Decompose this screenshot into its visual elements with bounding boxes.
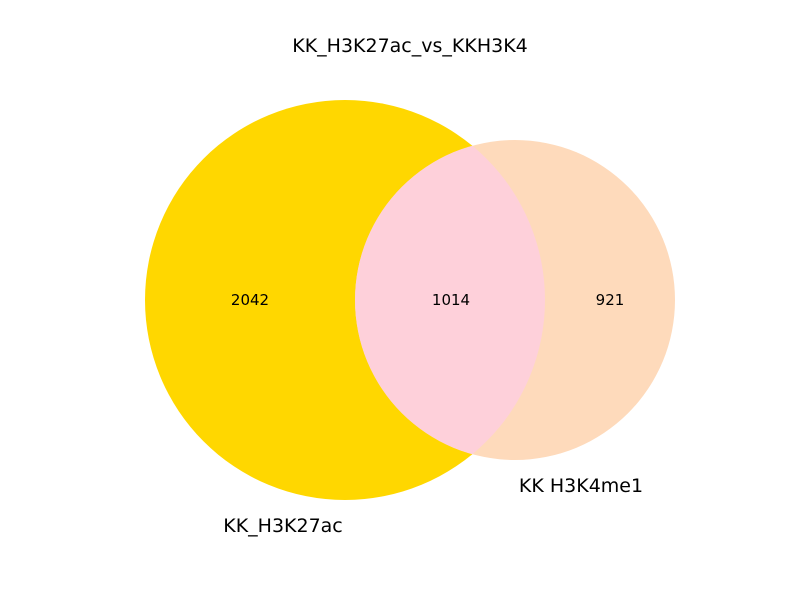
set-b-label: KK H3K4me1 — [519, 475, 643, 497]
intersection-count: 1014 — [432, 291, 470, 309]
set-a-label: KK_H3K27ac — [223, 515, 343, 537]
set-a-only-count: 2042 — [231, 291, 269, 309]
intersection-region — [355, 140, 545, 460]
set-b-only-count: 921 — [596, 291, 625, 309]
chart-title: KK_H3K27ac_vs_KKH3K4 — [292, 35, 528, 57]
